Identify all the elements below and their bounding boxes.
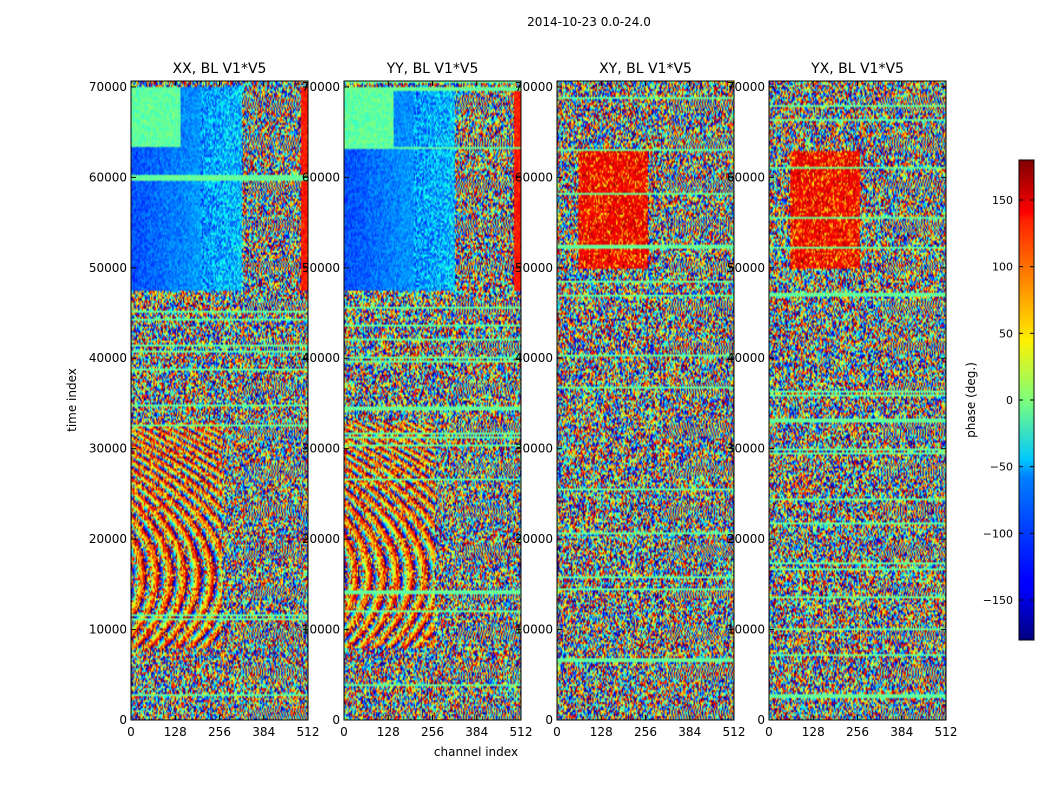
x-axis-label: channel index [434, 745, 518, 759]
y-tick-label: 0 [757, 713, 765, 727]
panel-title: XX, BL V1*V5 [173, 61, 267, 77]
y-tick-label: 60000 [515, 170, 553, 184]
y-tick-label: 70000 [727, 80, 765, 94]
x-tick-label: 256 [421, 725, 444, 739]
y-tick-label: 20000 [727, 532, 765, 546]
x-tick-label: 384 [252, 725, 275, 739]
x-tick-label: 512 [510, 725, 533, 739]
x-tick-label: 256 [208, 725, 231, 739]
colorbar-tick-label: 100 [992, 261, 1013, 274]
y-tick-label: 70000 [89, 80, 127, 94]
colorbar-tick-label: −50 [990, 461, 1013, 474]
y-tick-label: 70000 [302, 80, 340, 94]
y-tick-label: 30000 [515, 442, 553, 456]
y-tick-label: 10000 [302, 623, 340, 637]
heatmap-image-yx [769, 81, 946, 720]
y-tick-label: 50000 [89, 261, 127, 275]
panel-title: YX, BL V1*V5 [810, 61, 904, 77]
x-tick-label: 256 [846, 725, 869, 739]
y-tick-label: 40000 [302, 351, 340, 365]
x-tick-label: 512 [297, 725, 320, 739]
x-tick-label: 128 [377, 725, 400, 739]
y-tick-label: 50000 [727, 261, 765, 275]
x-tick-label: 0 [127, 725, 135, 739]
colorbar-tick-label: 150 [992, 194, 1013, 207]
panel-title: XY, BL V1*V5 [599, 61, 692, 77]
y-tick-label: 20000 [515, 532, 553, 546]
y-tick-label: 0 [545, 713, 553, 727]
x-tick-label: 512 [935, 725, 958, 739]
colorbar-label: phase (deg.) [964, 362, 978, 438]
colorbar: −150 −100 −50 0 50 100 150 phase (deg.) [964, 159, 1035, 641]
y-tick-label: 30000 [727, 442, 765, 456]
heatmap-image-xy [557, 81, 734, 720]
y-tick-label: 0 [119, 713, 127, 727]
y-tick-label: 40000 [89, 351, 127, 365]
colorbar-tick-label: 0 [1006, 394, 1013, 407]
x-tick-label: 128 [590, 725, 613, 739]
y-tick-label: 50000 [302, 261, 340, 275]
y-axis-label: time index [65, 368, 79, 432]
x-tick-label: 512 [723, 725, 746, 739]
y-tick-label: 60000 [302, 170, 340, 184]
heatmap-image-yy [344, 81, 521, 720]
y-tick-label: 40000 [515, 351, 553, 365]
x-tick-label: 128 [802, 725, 825, 739]
panel-yx: YX, BL V1*V5 0 128 256 384 512 0 10000 20000 3000… [727, 61, 958, 739]
y-tick-label: 0 [332, 713, 340, 727]
x-tick-label: 384 [465, 725, 488, 739]
y-tick-label: 40000 [727, 351, 765, 365]
x-tick-label: 384 [890, 725, 913, 739]
colorbar-ticks: −150 −100 −50 0 50 100 150 [983, 194, 1034, 607]
x-tick-label: 0 [553, 725, 561, 739]
colorbar-tick-label: −100 [983, 527, 1013, 540]
colorbar-tick-label: 50 [999, 327, 1013, 340]
y-tick-label: 60000 [89, 170, 127, 184]
y-tick-label: 10000 [89, 623, 127, 637]
panel-title: YY, BL V1*V5 [386, 61, 479, 77]
x-tick-label: 384 [678, 725, 701, 739]
colorbar-tick-label: −150 [983, 594, 1013, 607]
y-tick-label: 60000 [727, 170, 765, 184]
y-tick-label: 10000 [727, 623, 765, 637]
panel-yy: YY, BL V1*V5 0 128 256 384 512 0 10000 20000 3000… [302, 61, 533, 739]
x-tick-label: 0 [765, 725, 773, 739]
panels: XX, BL V1*V5 0 128 256 384 512 0 10000 20000 3000… [89, 61, 958, 739]
y-tick-label: 70000 [515, 80, 553, 94]
y-tick-label: 30000 [302, 442, 340, 456]
figure-title: 2014-10-23 0.0-24.0 [527, 15, 651, 29]
panel-xy: XY, BL V1*V5 0 128 256 384 512 0 10000 20000 3000… [515, 61, 746, 739]
y-tick-label: 30000 [89, 442, 127, 456]
y-tick-label: 20000 [89, 532, 127, 546]
y-tick-label: 10000 [515, 623, 553, 637]
y-tick-label: 20000 [302, 532, 340, 546]
y-tick-label: 50000 [515, 261, 553, 275]
x-tick-label: 0 [340, 725, 348, 739]
x-tick-label: 256 [634, 725, 657, 739]
panel-xx: XX, BL V1*V5 0 128 256 384 512 0 10000 20000 3000… [89, 61, 320, 739]
x-tick-label: 128 [164, 725, 187, 739]
heatmap-image-xx [131, 81, 308, 720]
